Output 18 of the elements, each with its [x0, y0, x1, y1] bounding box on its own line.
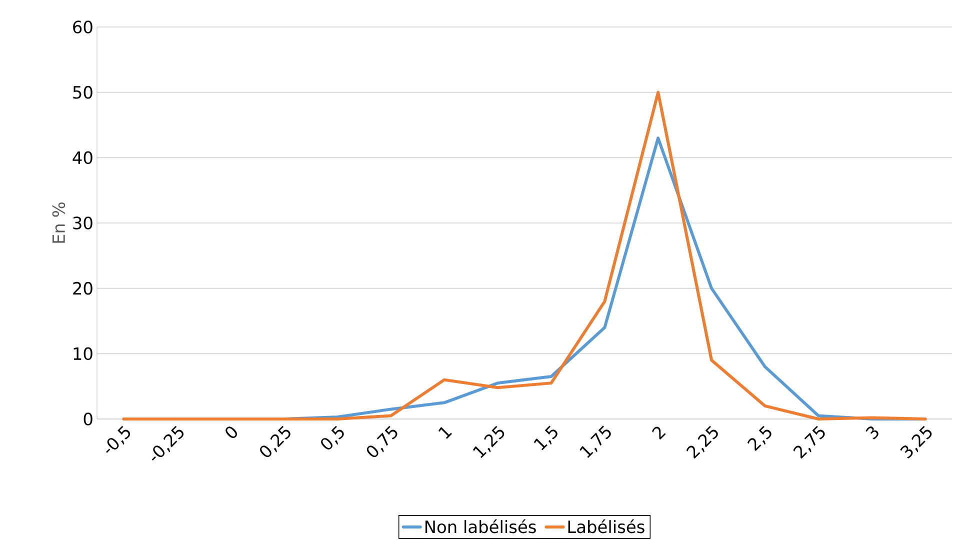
x-tick-label: 3: [866, 426, 878, 440]
x-tick-label: 2,5: [747, 426, 772, 452]
legend-label: Labélisés: [568, 519, 644, 534]
y-tick-label: 20: [73, 282, 92, 295]
y-tick-label: 30: [73, 216, 92, 230]
x-tick-label: 0,5: [321, 426, 344, 450]
x-tick-label: 0: [226, 426, 237, 438]
x-tick-label: 1,5: [534, 426, 558, 450]
y-tick-label: 40: [72, 151, 92, 164]
y-tick-label: 10: [74, 347, 92, 360]
y-tick-label: 0: [84, 412, 92, 426]
y-axis-title: En %: [52, 202, 66, 243]
x-tick-label: 1: [438, 427, 452, 439]
y-tick-label: 60: [73, 20, 92, 34]
x-tick-label: 2: [652, 426, 666, 440]
legend-label: Non labélisés: [425, 519, 536, 534]
x-tick-label: -0,5: [106, 426, 130, 453]
y-tick-label: 50: [73, 86, 92, 99]
